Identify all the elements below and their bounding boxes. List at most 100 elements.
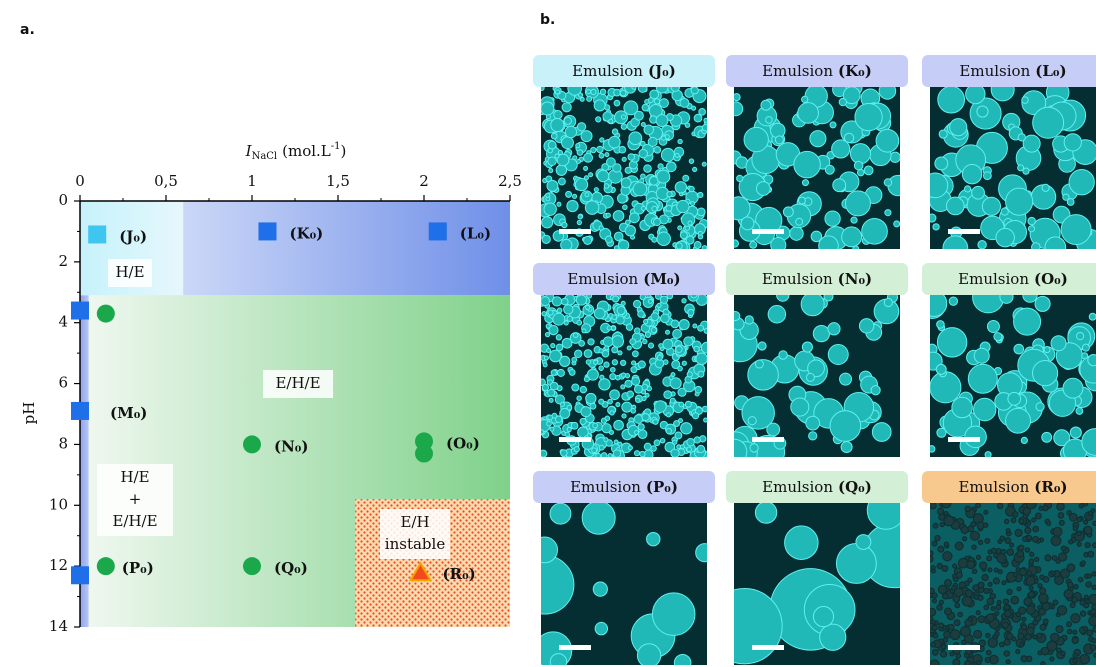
caption-sample: (N₀) [838, 270, 872, 288]
point-label: (N₀) [274, 437, 308, 455]
caption-sample: (R₀) [1034, 478, 1067, 496]
point-label: (P₀) [122, 559, 154, 577]
micrograph [930, 295, 1096, 457]
caption-sample: (K₀) [838, 62, 872, 80]
scale-bar [752, 645, 784, 650]
caption: Emulsion (J₀) [572, 62, 676, 80]
region-label: instable [385, 535, 446, 553]
marker [88, 225, 107, 244]
x-axis-subscript: NaCl [252, 151, 278, 162]
micrograph [734, 87, 900, 249]
x-tick-label: 2,5 [498, 172, 522, 190]
caption-box [726, 55, 908, 87]
marker [71, 566, 89, 585]
caption-box [922, 55, 1096, 87]
x-tick-label: 0,5 [154, 172, 178, 190]
micrograph [734, 295, 900, 457]
caption-box [533, 471, 715, 503]
micrograph [541, 87, 707, 249]
y-tick-label: 8 [58, 434, 68, 452]
caption-prefix: Emulsion [958, 270, 1029, 288]
micrograph [930, 87, 1096, 249]
caption-sample: (O₀) [1034, 270, 1068, 288]
y-tick-label: 10 [49, 495, 68, 513]
caption: Emulsion (Q₀) [762, 478, 872, 496]
x-axis-superscript: -1 [331, 141, 341, 152]
caption-prefix: Emulsion [762, 478, 833, 496]
caption-box [922, 263, 1096, 295]
marker [243, 557, 261, 576]
scale-bar [948, 645, 980, 650]
panel-label: a. [20, 22, 35, 38]
caption-box [533, 55, 715, 87]
caption-sample: (M₀) [643, 270, 680, 288]
scale-bar [948, 229, 980, 234]
marker [71, 301, 89, 320]
region-label: E/H/E [275, 374, 320, 392]
caption: Emulsion (P₀) [570, 478, 678, 496]
region [80, 295, 89, 627]
caption-sample: (L₀) [1035, 62, 1066, 80]
x-axis-title: INaCl (mol.L-1) [245, 141, 347, 162]
x-tick-label: 2 [419, 172, 429, 190]
point-label: (M₀) [110, 404, 147, 422]
marker [415, 444, 433, 463]
caption: Emulsion (O₀) [958, 270, 1068, 288]
marker [428, 222, 447, 241]
x-axis-symbol: I [245, 142, 253, 160]
region-label: + [129, 490, 142, 508]
scale-bar [752, 229, 784, 234]
y-tick-label: 6 [58, 374, 68, 392]
scale-bar [559, 645, 591, 650]
caption-prefix: Emulsion [567, 270, 638, 288]
micrograph [541, 295, 707, 457]
caption-prefix: Emulsion [959, 62, 1030, 80]
scale-bar [948, 437, 980, 442]
caption-prefix: Emulsion [958, 478, 1029, 496]
panel-label: b. [540, 12, 555, 28]
micrograph [541, 503, 707, 665]
x-axis-unit: (mol.L [282, 142, 331, 160]
y-tick-label: 4 [58, 313, 68, 331]
marker [96, 304, 115, 323]
x-tick-label: 0 [75, 172, 85, 190]
x-axis-unit-end: ) [341, 142, 347, 160]
micrograph [930, 503, 1096, 665]
caption: Emulsion (L₀) [959, 62, 1066, 80]
region-label-box [108, 259, 152, 287]
caption-prefix: Emulsion [570, 478, 641, 496]
y-tick-label: 2 [58, 252, 68, 270]
point-label: (O₀) [446, 434, 480, 452]
caption-box [726, 263, 908, 295]
region-label: H/E [120, 468, 149, 486]
marker [243, 435, 261, 454]
y-axis-title: pH [20, 402, 38, 425]
y-tick-label: 0 [58, 191, 68, 209]
caption: Emulsion (R₀) [958, 478, 1067, 496]
scale-bar [559, 437, 591, 442]
caption: Emulsion (K₀) [762, 62, 872, 80]
point-label: (J₀) [119, 227, 147, 245]
marker [408, 561, 433, 582]
region-label: E/H/E [112, 512, 157, 530]
caption-prefix: Emulsion [762, 270, 833, 288]
y-tick-label: 14 [49, 617, 68, 635]
region-label-box [380, 509, 450, 559]
y-tick-label: 12 [49, 556, 68, 574]
region-label-box [263, 370, 333, 398]
caption-prefix: Emulsion [572, 62, 643, 80]
marker [71, 401, 89, 420]
caption-sample: (P₀) [646, 478, 678, 496]
micrograph [734, 503, 900, 665]
scale-bar [559, 229, 591, 234]
region-label: H/E [115, 263, 144, 281]
caption-prefix: Emulsion [762, 62, 833, 80]
caption-box [726, 471, 908, 503]
caption-box [922, 471, 1096, 503]
point-label: (K₀) [289, 224, 323, 242]
caption-box [533, 263, 715, 295]
scale-bar [752, 437, 784, 442]
point-label: (R₀) [443, 565, 476, 583]
point-label: (Q₀) [274, 559, 308, 577]
